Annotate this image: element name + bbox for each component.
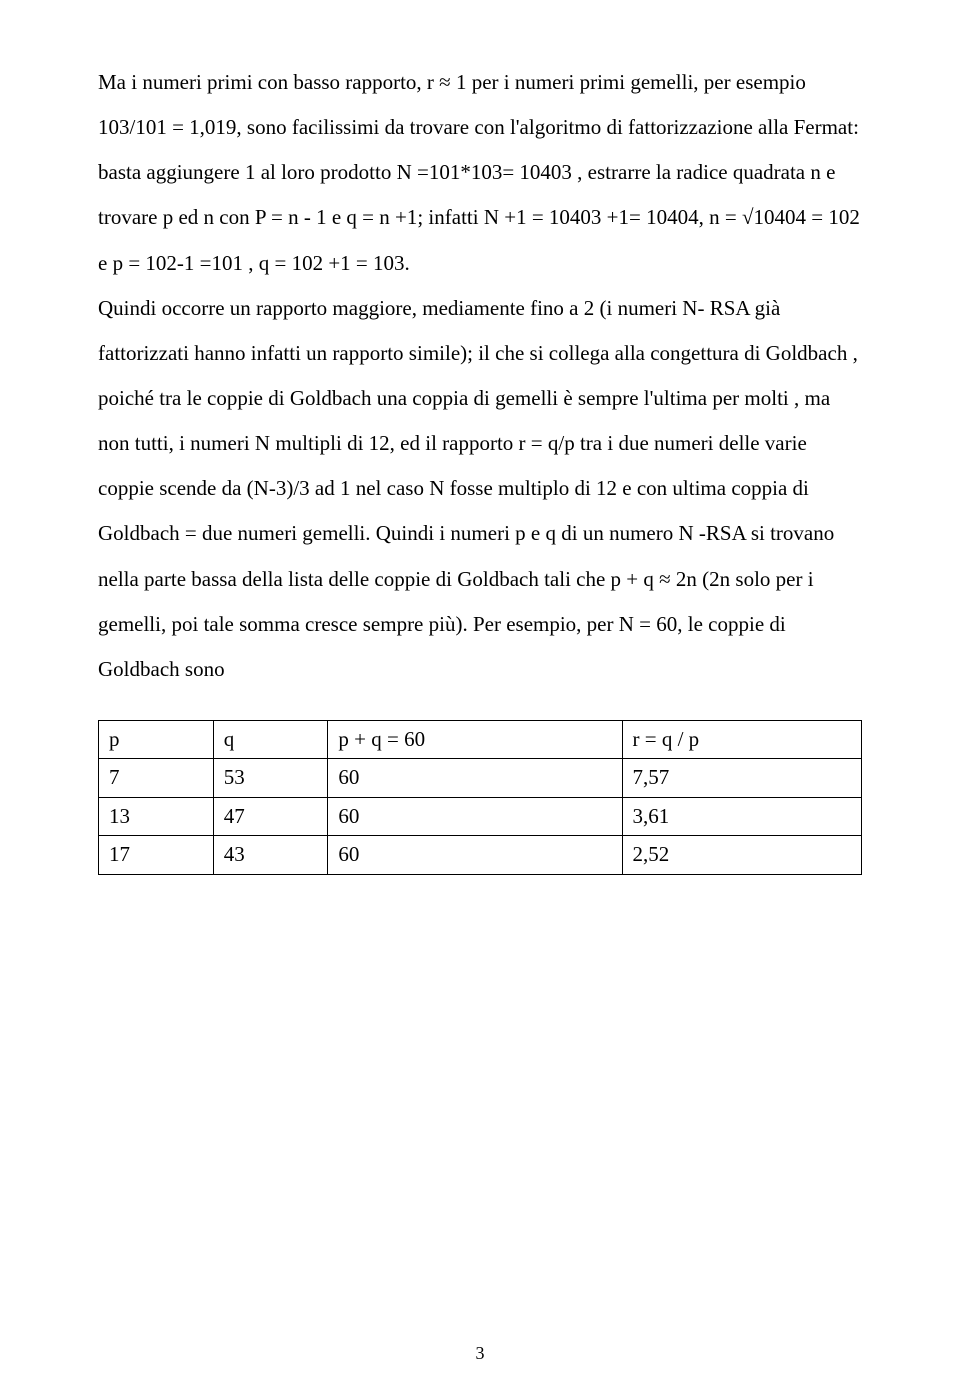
table-header-row: p q p + q = 60 r = q / p (99, 720, 862, 758)
page-number: 3 (0, 1334, 960, 1373)
header-q: q (213, 720, 328, 758)
paragraph-2: Quindi occorre un rapporto maggiore, med… (98, 286, 862, 692)
cell-p: 17 (99, 836, 214, 874)
cell-r: 3,61 (622, 797, 861, 835)
cell-r: 2,52 (622, 836, 861, 874)
cell-sum: 60 (328, 836, 622, 874)
goldbach-table: p q p + q = 60 r = q / p 7 53 60 7,57 13… (98, 720, 862, 875)
table-row: 7 53 60 7,57 (99, 759, 862, 797)
cell-q: 53 (213, 759, 328, 797)
paragraph-1: Ma i numeri primi con basso rapporto, r … (98, 60, 862, 286)
cell-p: 7 (99, 759, 214, 797)
header-p: p (99, 720, 214, 758)
header-sum: p + q = 60 (328, 720, 622, 758)
table-row: 17 43 60 2,52 (99, 836, 862, 874)
cell-q: 43 (213, 836, 328, 874)
cell-q: 47 (213, 797, 328, 835)
header-r: r = q / p (622, 720, 861, 758)
cell-r: 7,57 (622, 759, 861, 797)
cell-sum: 60 (328, 797, 622, 835)
table-row: 13 47 60 3,61 (99, 797, 862, 835)
cell-p: 13 (99, 797, 214, 835)
cell-sum: 60 (328, 759, 622, 797)
document-page: Ma i numeri primi con basso rapporto, r … (0, 0, 960, 1391)
